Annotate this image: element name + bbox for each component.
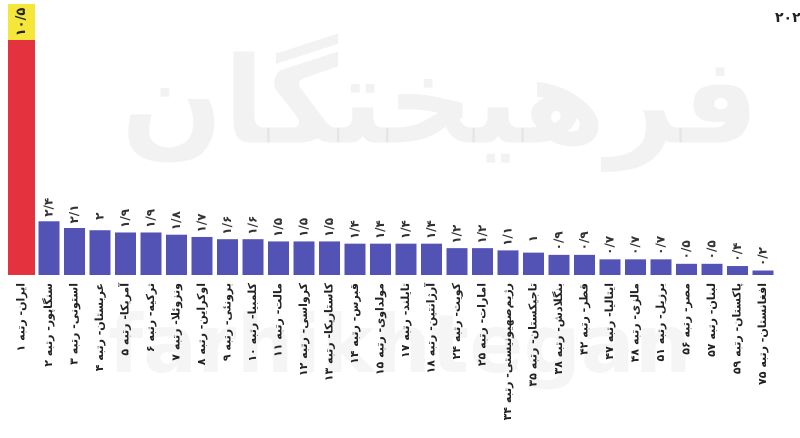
value-label: ۱/۱ <box>501 227 515 246</box>
x-tick-label: تاجیکستان- رتبه ۳۵ <box>527 283 540 387</box>
value-label: ۱ <box>526 235 540 242</box>
bar <box>191 236 213 275</box>
x-tick-label: کرواسی- رتبه ۱۲ <box>297 282 310 376</box>
value-label: ۱/۵ <box>271 218 285 237</box>
x-tick-label: عربستان- رتبه ۴ <box>93 283 106 371</box>
x-tick-label: سنگاپور- رتبه ۲ <box>42 283 55 367</box>
bar <box>599 259 621 275</box>
value-label: ۱/۲ <box>475 224 489 244</box>
value-label: ۲/۴ <box>42 198 56 217</box>
x-tick-label: قبرس- رتبه ۱۴ <box>348 283 361 364</box>
value-label: ۱/۵ <box>322 218 336 237</box>
value-label: ۰/۲ <box>756 246 770 266</box>
x-tick-label: آمریکا- رتبه ۵ <box>118 283 132 356</box>
x-tick-label: کلمبیا- رتبه ۱۰ <box>246 282 259 361</box>
bar <box>701 263 723 275</box>
value-label: ۰/۵ <box>679 240 693 259</box>
x-tick-label: اوکراین- رتبه ۸ <box>195 283 208 365</box>
value-label: ۱/۴ <box>373 220 387 239</box>
x-tick-label: مولداوی- رتبه ۱۵ <box>374 283 387 375</box>
bar <box>421 243 442 275</box>
value-label: ۱۰/۵ <box>14 8 29 37</box>
watermark-latin: farhikhtegan <box>108 298 691 391</box>
value-label: ۱/۴ <box>348 220 362 239</box>
x-tick-label: افغانستان- رتبه ۷۵ <box>756 283 769 385</box>
value-label: ۱/۴ <box>424 220 438 239</box>
x-tick-label: مالزی- رتبه ۴۸ <box>629 283 642 362</box>
x-tick-label: ایران- رتبه ۱ <box>15 283 28 351</box>
bar <box>319 241 340 275</box>
x-tick-label: مالت- رتبه ۱۱ <box>272 283 285 357</box>
x-tick-label: برزیل- رتبه ۵۱ <box>654 283 667 362</box>
bar <box>293 241 315 275</box>
bar <box>344 243 366 275</box>
bar <box>446 248 468 275</box>
bar <box>8 40 35 275</box>
value-label: ۲/۱ <box>67 204 81 223</box>
x-tick-label: پاکستان- رتبه ۵۹ <box>731 283 744 374</box>
x-tick-label: استونی- رتبه ۳ <box>68 283 81 365</box>
value-label: ۱/۹ <box>144 208 158 228</box>
x-tick-label: ایتالیا- رتبه ۴۷ <box>603 283 616 360</box>
value-label: ۰/۴ <box>730 243 744 262</box>
bar <box>523 252 544 275</box>
bar <box>548 254 570 275</box>
bar <box>268 241 289 275</box>
bar <box>166 234 187 275</box>
bar <box>472 248 493 275</box>
value-label: ۰/۷ <box>654 235 668 255</box>
x-tick-label: قطر- رتبه ۴۲ <box>578 283 591 355</box>
bar <box>140 232 162 275</box>
bar <box>650 259 672 275</box>
chart-title: مقایسه سرانه تعداد حساب‌های بانکی هر ایر… <box>775 9 800 26</box>
x-tick-label: رژیم‌صهیونیستی- رتبه ۳۴ <box>501 283 514 420</box>
value-label: ۱/۹ <box>118 208 132 228</box>
bar <box>38 221 60 275</box>
bar <box>625 259 646 275</box>
value-label: ۱/۸ <box>169 211 183 231</box>
x-tick-label: لبنان- رتبه ۵۷ <box>705 283 718 357</box>
value-label: ۰/۹ <box>577 231 591 251</box>
value-label: ۲ <box>93 212 107 220</box>
bar <box>89 230 111 275</box>
x-tick-label: تایلند- رتبه ۱۷ <box>399 283 412 358</box>
x-tick-label: کاستاریکا- رتبه ۱۳ <box>323 282 336 381</box>
value-label: ۱/۲ <box>450 224 464 244</box>
value-label: ۱/۶ <box>246 216 260 235</box>
bar <box>752 270 774 275</box>
x-tick-label: کویت- رتبه ۲۴ <box>450 282 463 359</box>
x-tick-label: امارات- رتبه ۲۵ <box>476 283 489 366</box>
bar <box>676 263 697 275</box>
value-label: ۰/۹ <box>552 231 566 251</box>
bar <box>64 228 85 275</box>
bar <box>395 243 417 275</box>
bar <box>217 239 238 275</box>
x-tick-label: برونئی- رتبه ۹ <box>221 283 234 361</box>
value-label: ۰/۷ <box>603 235 617 255</box>
value-label: ۱/۵ <box>297 218 311 237</box>
value-label-box <box>8 4 35 40</box>
x-tick-label: ترکیه- رتبه ۶ <box>144 283 157 352</box>
value-label: ۱/۶ <box>220 216 234 235</box>
value-label: ۰/۷ <box>628 235 642 255</box>
bar <box>370 243 391 275</box>
bar <box>242 239 264 275</box>
bar <box>574 254 595 275</box>
x-tick-label: بنگلادش- رتبه ۳۸ <box>552 283 565 374</box>
x-tick-label: آرژانتین- رتبه ۱۸ <box>424 283 438 374</box>
watermark: فرهیختگان <box>121 33 759 172</box>
bar <box>727 266 748 275</box>
value-label: ۱/۷ <box>195 213 209 233</box>
value-label: ۱/۴ <box>399 220 413 239</box>
x-tick-label: مصر- رتبه ۵۶ <box>680 283 693 355</box>
value-label: ۰/۵ <box>705 240 719 259</box>
bar <box>115 232 136 275</box>
x-tick-label: ونزوئلا- رتبه ۷ <box>170 283 183 361</box>
bar <box>497 250 519 275</box>
